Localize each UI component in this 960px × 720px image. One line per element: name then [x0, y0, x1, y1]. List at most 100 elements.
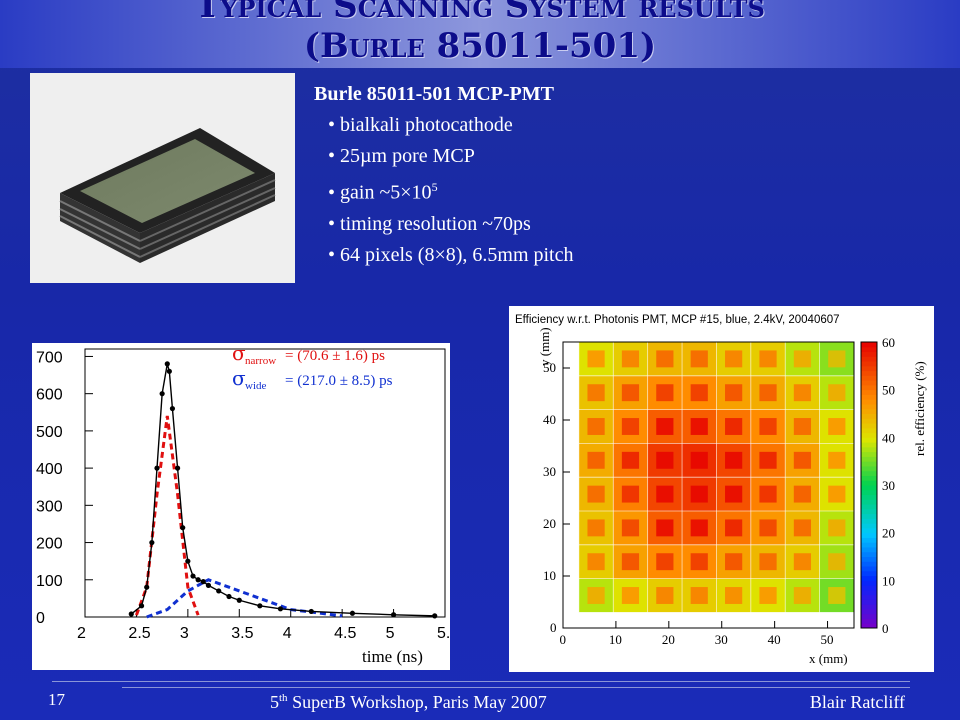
timing-data-point [200, 579, 206, 585]
slide-title-line1: Typical Scanning System results [195, 0, 765, 26]
timing-data-point [144, 584, 150, 590]
eff-pixel-core [656, 451, 674, 469]
eff-colorbar-label: 30 [882, 478, 895, 493]
eff-pixel-core [725, 553, 743, 571]
timing-xtick-label: 2 [77, 625, 86, 642]
spec-item-gain: gain ~5×105 [328, 172, 574, 209]
timing-data-point [349, 610, 356, 616]
eff-colorbar-segment [861, 442, 877, 448]
eff-pixel-core [690, 384, 708, 402]
eff-pixel-core [621, 519, 640, 537]
eff-colorbar-segment [861, 375, 877, 381]
timing-xtick-label: 3 [180, 625, 189, 642]
eff-pixel-core [690, 418, 708, 435]
eff-colorbar-segment [861, 461, 877, 467]
eff-pixel-core [621, 418, 640, 435]
eff-pixel-core [621, 451, 640, 469]
timing-data-point [216, 588, 222, 594]
timing-fit-narrow [135, 415, 200, 616]
eff-pixel-core [690, 587, 708, 604]
timing-data-point [432, 613, 438, 619]
eff-colorbar-segment [861, 532, 877, 538]
eff-colorbar-segment [861, 594, 877, 600]
timing-xtick-label: 2.5 [128, 625, 150, 642]
timing-data-point [190, 573, 196, 579]
eff-colorbar-segment [861, 361, 877, 367]
eff-colorbar-segment [861, 527, 877, 534]
eff-pixel-core [793, 519, 812, 537]
footer-divider-2 [122, 687, 910, 688]
timing-data-point [154, 465, 160, 471]
eff-colorbar-label: 60 [882, 335, 895, 350]
eff-pixel-core [621, 485, 640, 503]
eff-colorbar-segment [861, 499, 877, 505]
eff-pixel-core [725, 451, 743, 469]
eff-pixel-core [725, 485, 743, 503]
eff-pixel-core [793, 587, 812, 604]
eff-pixel-core [587, 384, 605, 402]
eff-colorbar-segment [861, 599, 877, 605]
eff-colorbar-segment [861, 470, 877, 476]
eff-colorbar-segment [861, 342, 877, 348]
eff-colorbar-segment [861, 399, 877, 405]
eff-pixel-core [656, 587, 674, 604]
eff-pixel-core [828, 418, 846, 435]
author-name: Blair Ratcliff [809, 692, 905, 712]
eff-colorbar-label: 10 [882, 573, 895, 588]
eff-pixel-core [759, 384, 777, 402]
timing-data-point [205, 582, 212, 588]
eff-colorbar-segment [861, 585, 877, 591]
spec-item-pixels: 64 pixels (8×8), 6.5mm pitch [328, 240, 573, 271]
slide-title: Typical Scanning System results (Burle 8… [0, 0, 960, 66]
eff-pixel-core [793, 451, 812, 469]
eff-colorbar-segment [861, 456, 877, 462]
eff-pixel-core [828, 553, 846, 571]
eff-pixel-core [690, 553, 708, 571]
specs-list: bialkali photocathode 25µm pore MCP gain… [328, 110, 574, 271]
timing-ytick-label: 400 [36, 461, 63, 478]
timing-data-point [174, 465, 181, 471]
eff-xtick-label: 0 [560, 632, 567, 647]
eff-colorbar-segment [861, 475, 877, 481]
eff-colorbar-segment [861, 589, 877, 596]
eff-pixel-core [656, 519, 674, 537]
timing-ytick-label: 0 [36, 610, 45, 627]
eff-colorbar-segment [861, 418, 877, 424]
eff-pixel-core [587, 587, 605, 604]
eff-colorbar-segment [861, 504, 877, 510]
timing-xtick-label: 5.5 [437, 625, 450, 642]
sigma-wide-value: = (217.0 ± 8.5) ps [285, 373, 393, 389]
eff-colorbar-segment [861, 489, 877, 496]
eff-colorbar-segment [861, 623, 877, 629]
eff-colorbar-segment [861, 446, 877, 453]
eff-colorbar-segment [861, 427, 877, 434]
timing-data-point [138, 603, 145, 609]
eff-colorbar-segment [861, 380, 877, 386]
specs-heading: Burle 85011-501 MCP-PMT [314, 83, 554, 105]
eff-colorbar-segment [861, 465, 877, 472]
timing-xtick-label: 5 [386, 625, 395, 642]
eff-colorbar-segment [861, 365, 877, 372]
eff-pixel-core [587, 451, 605, 469]
eff-colorbar-segment [861, 604, 877, 610]
sigma-narrow-symbol: σ [232, 343, 246, 365]
eff-zlabel: rel. efficiency (%) [912, 361, 927, 456]
spec-item-timing: timing resolution ~70ps [328, 209, 574, 240]
timing-data-point [180, 525, 186, 531]
spec-item-photocathode: bialkali photocathode [328, 110, 574, 141]
eff-ytick-label: 10 [543, 568, 556, 583]
eff-pixel-core [793, 485, 812, 503]
eff-pixel-core [621, 587, 640, 604]
eff-pixel-core [828, 451, 846, 469]
eff-ytick-label: 0 [550, 620, 557, 635]
eff-pixel-core [828, 384, 846, 402]
eff-ylabel: y (mm) [537, 327, 552, 366]
eff-pixel-core [793, 384, 812, 402]
timing-data-point [159, 391, 165, 397]
eff-colorbar-segment [861, 518, 877, 524]
eff-colorbar-segment [861, 580, 877, 586]
eff-colorbar-segment [861, 556, 877, 562]
eff-pixel-core [587, 485, 605, 503]
eff-plot-frame [562, 341, 855, 629]
